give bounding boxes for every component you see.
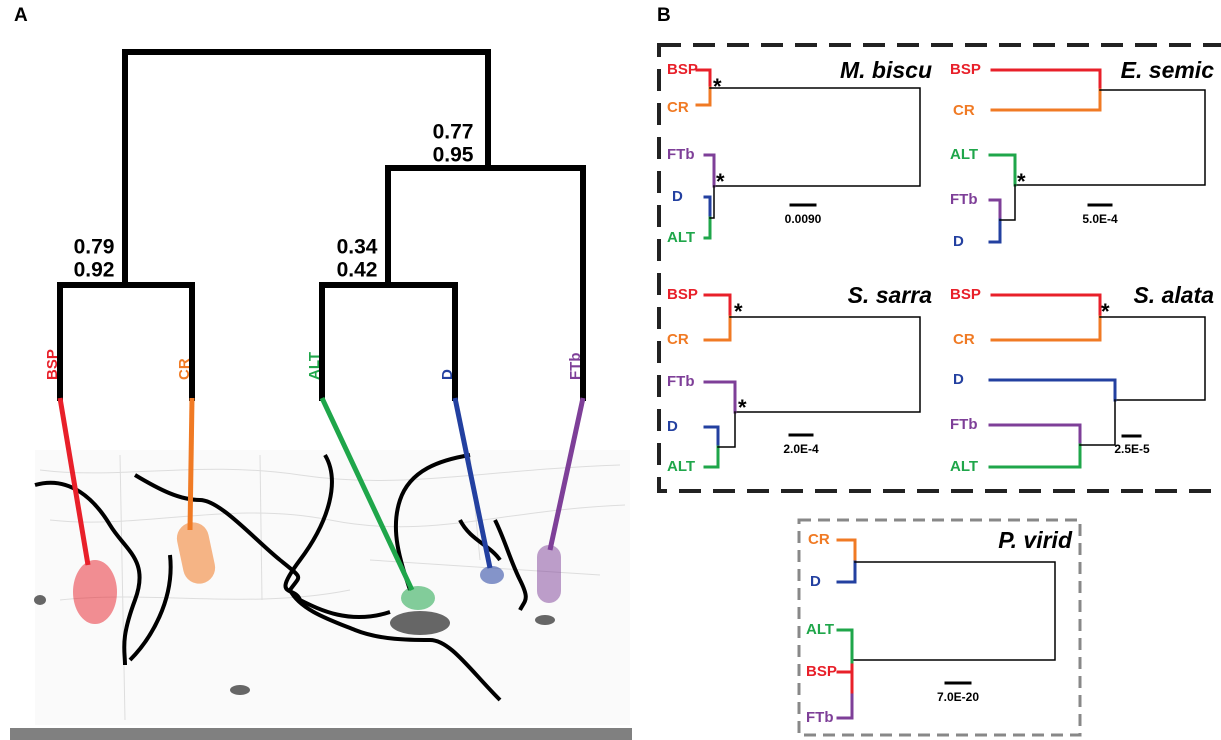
tip-label: FTb [667, 146, 695, 163]
tree-b-labels: M. biscu BSP CR FTb D ALT * * 0.0090 E. … [667, 57, 1214, 726]
shape [73, 560, 117, 624]
shape [480, 566, 504, 584]
species-name: S. sarra [848, 282, 933, 308]
tip-label: D [672, 188, 683, 205]
support-mark: * [716, 169, 725, 194]
support-mark: * [738, 395, 747, 420]
support-mark: * [734, 299, 743, 324]
tip-label: FTb [950, 416, 978, 433]
tip-label: CR [667, 99, 689, 116]
tip-label: BSP [950, 61, 981, 78]
tip-label: BSP [806, 663, 837, 680]
shape [535, 615, 555, 625]
scale-label: 0.0090 [785, 212, 822, 226]
branch [1000, 185, 1015, 220]
support-mark: * [1017, 169, 1026, 194]
shape [401, 586, 435, 610]
branch [730, 317, 920, 412]
shape [34, 595, 46, 605]
tip-label: D [667, 418, 678, 435]
tip-label: D [439, 369, 456, 380]
scale-label: 2.0E-4 [783, 442, 819, 456]
tip-label: ALT [950, 458, 978, 475]
support-mark: * [1101, 299, 1110, 324]
support-value: 0.92 [74, 259, 115, 282]
support-value: 0.77 [433, 121, 474, 144]
species-name: M. biscu [840, 57, 932, 83]
branch [1080, 400, 1115, 445]
panel-label: B [657, 5, 671, 26]
tip-label: CR [953, 102, 975, 119]
support-value: 0.34 [337, 236, 378, 259]
shape [537, 545, 561, 603]
support-value: 0.79 [74, 236, 115, 259]
support-mark: * [713, 74, 722, 99]
tip-label: CR [808, 531, 830, 548]
tip-label: FTb [950, 191, 978, 208]
support-value: 0.95 [433, 144, 474, 167]
species-name: P. virid [998, 527, 1073, 553]
tip-label: ALT [667, 229, 695, 246]
shape [390, 611, 450, 635]
tip-labels: BSP CR ALT D FTb [44, 349, 584, 380]
tip-label: ALT [806, 621, 834, 638]
tip-label: D [810, 573, 821, 590]
shape [230, 685, 250, 695]
tree-a [60, 52, 583, 398]
support-value: 0.42 [337, 259, 378, 282]
tip-label: ALT [950, 146, 978, 163]
branch [60, 285, 192, 398]
branch [852, 562, 1055, 660]
tip-label: FTb [667, 373, 695, 390]
group-box [659, 45, 1221, 491]
tip-label: CR [953, 331, 975, 348]
branch [322, 285, 455, 398]
tip-label: CR [667, 331, 689, 348]
scale-label: 5.0E-4 [1082, 212, 1118, 226]
tip-label: BSP [667, 61, 698, 78]
branch [1015, 90, 1205, 185]
panel-label: A [14, 5, 28, 26]
tip-label: BSP [44, 349, 61, 380]
tip-label: D [953, 371, 964, 388]
shape [10, 728, 632, 740]
scale-label: 7.0E-20 [937, 690, 979, 704]
tip-label: ALT [667, 458, 695, 475]
support-values: 0.79 0.92 0.34 0.42 0.77 0.95 [74, 121, 474, 282]
branch [718, 412, 735, 447]
species-name: S. alata [1133, 282, 1214, 308]
species-name: E. semic [1121, 57, 1215, 83]
tip-label: CR [176, 358, 193, 380]
tip-label: BSP [667, 286, 698, 303]
branch [190, 398, 192, 530]
scale-label: 2.5E-5 [1114, 442, 1150, 456]
tree-b [697, 70, 1205, 718]
tip-label: FTb [567, 353, 584, 381]
figure: A BSP CR ALT D FTb 0.79 0.92 0.34 0.42 0… [0, 0, 1221, 740]
tip-label: ALT [306, 352, 323, 380]
tip-label: BSP [950, 286, 981, 303]
tip-label: FTb [806, 709, 834, 726]
branch [710, 88, 920, 186]
tip-label: D [953, 233, 964, 250]
